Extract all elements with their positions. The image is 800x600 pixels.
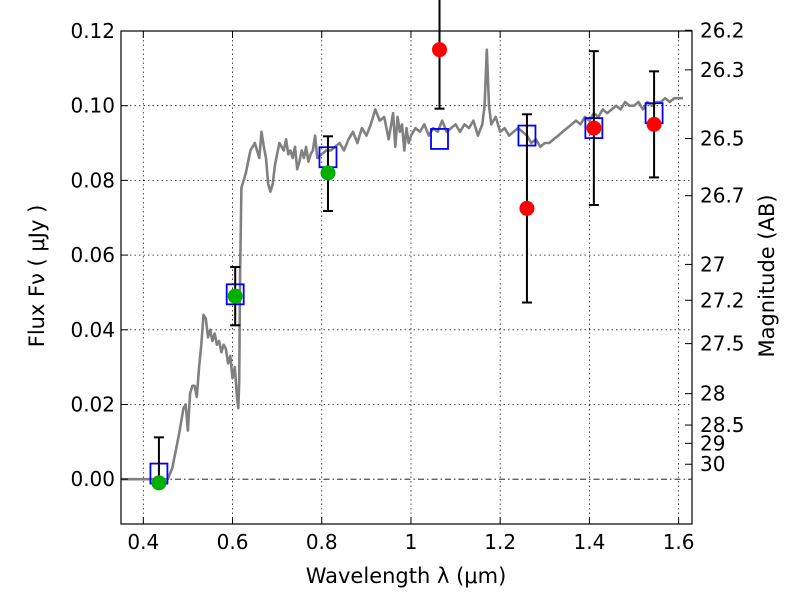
ir-data-point <box>586 120 602 136</box>
magnitude-tick-label: 26.5 <box>700 127 745 151</box>
magnitude-tick-label: 26.3 <box>700 58 745 82</box>
x-axis-title: Wavelength λ (μm) <box>306 564 507 588</box>
x-tick-label: 1.6 <box>663 530 695 554</box>
y-tick-label: 0.02 <box>70 392 115 416</box>
x-tick-label: 0.8 <box>306 530 338 554</box>
y-tick-label: 0.12 <box>70 19 115 43</box>
y-tick-label: 0.00 <box>70 467 115 491</box>
y-axis-title: Flux Fν ( μJy ) <box>25 205 49 348</box>
magnitude-tick-label: 26.2 <box>700 18 745 42</box>
observed-points-layer <box>151 42 662 491</box>
tick-labels: 0.4 0.6 0.8 1 1.2 1.4 1.6 0.00 0.02 0.04 0.06 0.08 0… <box>70 18 744 554</box>
optical-data-point <box>320 165 336 181</box>
grid-lines <box>121 30 692 524</box>
y-tick-label: 0.06 <box>70 243 115 267</box>
spectrum-line <box>121 48 684 481</box>
magnitude-tick-label: 27.5 <box>700 332 745 356</box>
magnitude-tick-label: 27.2 <box>700 288 745 312</box>
magnitude-tick-label: 27 <box>700 252 725 276</box>
magnitude-tick-label: 28 <box>700 382 725 406</box>
y-tick-label: 0.04 <box>70 318 115 342</box>
magnitude-tick-label: 29 <box>700 431 725 455</box>
model-point-square <box>430 128 449 150</box>
magnitude-tick-label: 26.7 <box>700 184 745 208</box>
spectrum-layer <box>121 48 684 481</box>
magnitude-tick-label: 30 <box>700 452 725 476</box>
error-bars-layer <box>153 0 660 484</box>
plot-frame <box>120 30 693 525</box>
y-tick-label: 0.10 <box>70 94 115 118</box>
optical-data-point <box>151 475 167 491</box>
axis-ticks <box>121 29 692 524</box>
ir-data-point <box>432 42 448 58</box>
x-tick-label: 1 <box>405 530 418 554</box>
ir-data-point <box>646 116 662 132</box>
x-tick-label: 0.6 <box>217 530 249 554</box>
ir-data-point <box>519 200 535 216</box>
x-tick-label: 1.4 <box>573 530 605 554</box>
x-tick-label: 1.2 <box>484 530 516 554</box>
optical-data-point <box>227 288 243 304</box>
x-tick-label: 0.4 <box>127 530 159 554</box>
y-tick-label: 0.08 <box>70 168 115 192</box>
right-axis-title: Magnitude (AB) <box>755 194 779 357</box>
model-points-layer <box>149 102 664 485</box>
magnitude-tick-label: 28.5 <box>700 413 745 437</box>
